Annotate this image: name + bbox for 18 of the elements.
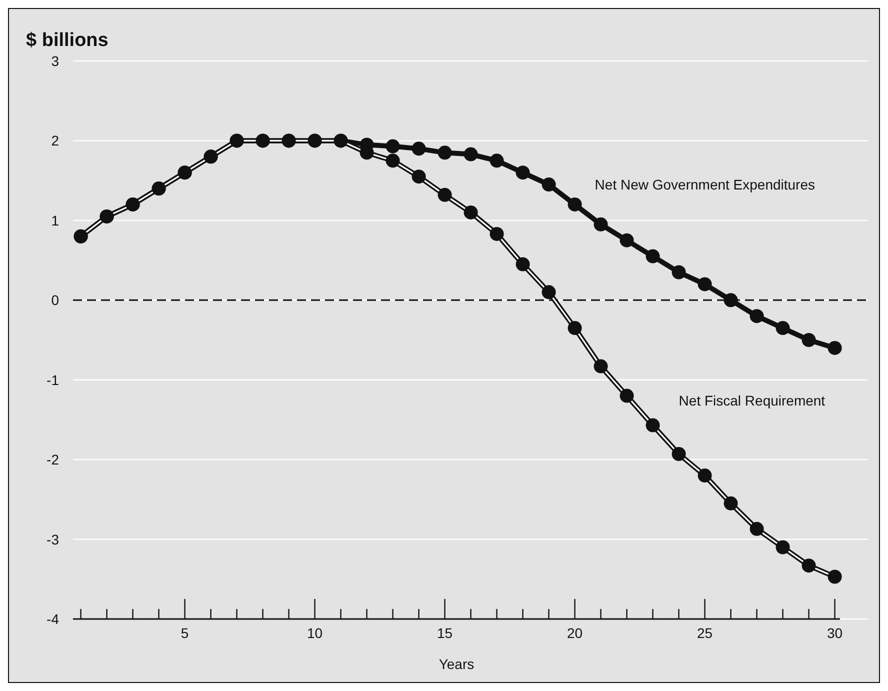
- y-tick-label: -4: [46, 611, 60, 627]
- y-tick-label: 1: [51, 212, 60, 228]
- y-tick-label: 3: [51, 53, 60, 69]
- y-tick-label: -3: [46, 531, 60, 548]
- x-tick-label: 15: [437, 625, 453, 641]
- series-label: Net New Government Expenditures: [594, 176, 816, 192]
- y-tick-label: -2: [46, 452, 60, 468]
- x-axis-title: Years: [438, 656, 474, 672]
- x-tick-label: 10: [307, 625, 323, 641]
- series-label: Net Fiscal Requirement: [678, 392, 826, 408]
- y-axis-title: $ billions: [26, 30, 108, 51]
- y-tick-label: 2: [51, 132, 60, 149]
- y-tick-label: -1: [46, 372, 60, 388]
- y-tick-label: 0: [51, 292, 60, 308]
- x-tick-label: 20: [567, 625, 583, 641]
- x-tick-label: 30: [827, 625, 843, 641]
- x-tick-label: 25: [697, 625, 713, 641]
- x-tick-label: 5: [180, 625, 189, 641]
